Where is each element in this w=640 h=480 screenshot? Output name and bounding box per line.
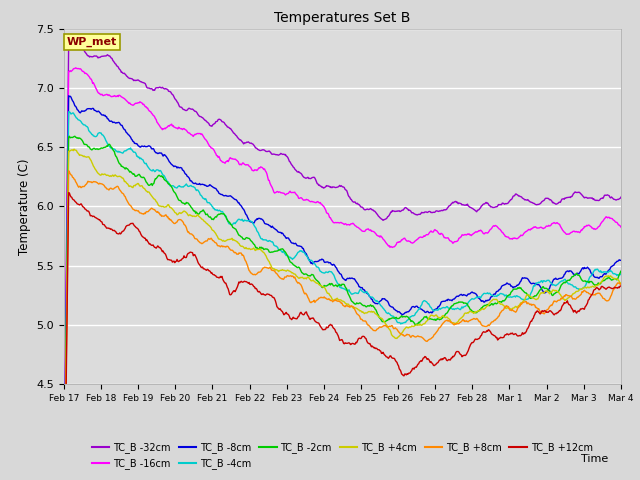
TC_B -16cm — [72, 65, 79, 71]
TC_B -32cm — [74, 42, 82, 48]
TC_B -16cm — [456, 234, 464, 240]
TC_B +12cm — [240, 279, 248, 285]
TC_B +4cm — [240, 244, 248, 250]
TC_B -8cm — [423, 309, 431, 314]
TC_B +12cm — [423, 357, 431, 362]
TC_B -16cm — [423, 232, 431, 238]
TC_B +4cm — [131, 182, 138, 188]
TC_B -32cm — [269, 151, 277, 157]
Line: TC_B -8cm: TC_B -8cm — [64, 96, 640, 480]
Title: Temperatures Set B: Temperatures Set B — [274, 11, 411, 25]
Line: TC_B +4cm: TC_B +4cm — [64, 149, 640, 480]
TC_B -2cm — [292, 263, 300, 269]
Line: TC_B -4cm: TC_B -4cm — [64, 112, 640, 480]
TC_B -8cm — [65, 93, 72, 99]
TC_B -32cm — [240, 141, 248, 147]
Y-axis label: Temperature (C): Temperature (C) — [18, 158, 31, 255]
TC_B -4cm — [131, 149, 138, 155]
TC_B -16cm — [269, 187, 277, 192]
TC_B +8cm — [456, 319, 464, 325]
TC_B +8cm — [269, 268, 277, 274]
TC_B -32cm — [423, 210, 431, 216]
TC_B -32cm — [292, 167, 300, 173]
TC_B -2cm — [456, 299, 464, 305]
TC_B -2cm — [269, 249, 277, 255]
TC_B -8cm — [131, 141, 138, 146]
TC_B -4cm — [240, 218, 248, 224]
TC_B -2cm — [423, 315, 431, 321]
Line: TC_B -32cm: TC_B -32cm — [64, 45, 640, 480]
TC_B -8cm — [292, 240, 300, 246]
TC_B -16cm — [292, 191, 300, 197]
TC_B -8cm — [240, 206, 248, 212]
TC_B -32cm — [131, 77, 138, 83]
TC_B +4cm — [269, 265, 277, 271]
TC_B -32cm — [456, 201, 464, 206]
TC_B -2cm — [240, 236, 248, 242]
Legend: TC_B -32cm, TC_B -16cm, TC_B -8cm, TC_B -4cm, TC_B -2cm, TC_B +4cm, TC_B +8cm, T: TC_B -32cm, TC_B -16cm, TC_B -8cm, TC_B … — [88, 439, 596, 473]
TC_B -4cm — [269, 240, 277, 246]
TC_B -32cm — [60, 477, 68, 480]
TC_B +12cm — [65, 190, 72, 195]
TC_B +4cm — [456, 315, 464, 321]
TC_B +8cm — [423, 338, 431, 344]
TC_B -16cm — [240, 160, 248, 166]
TC_B +8cm — [65, 168, 72, 174]
TC_B +12cm — [292, 316, 300, 322]
TC_B -2cm — [131, 172, 138, 178]
TC_B -8cm — [269, 225, 277, 230]
TC_B -4cm — [292, 253, 300, 259]
TC_B +4cm — [70, 146, 78, 152]
TC_B +12cm — [456, 352, 464, 358]
TC_B +12cm — [269, 295, 277, 300]
TC_B +8cm — [131, 207, 138, 213]
TC_B +8cm — [240, 253, 248, 259]
Line: TC_B +8cm: TC_B +8cm — [64, 171, 640, 480]
TC_B -8cm — [456, 292, 464, 298]
Line: TC_B -2cm: TC_B -2cm — [64, 136, 640, 480]
Text: Time: Time — [580, 454, 608, 464]
TC_B -16cm — [131, 101, 138, 107]
TC_B -4cm — [423, 300, 431, 305]
TC_B -4cm — [65, 109, 72, 115]
Line: TC_B +12cm: TC_B +12cm — [64, 192, 640, 480]
TC_B +8cm — [292, 276, 300, 282]
TC_B +12cm — [131, 223, 138, 229]
TC_B +4cm — [423, 318, 431, 324]
TC_B +4cm — [292, 272, 300, 277]
TC_B -2cm — [65, 133, 73, 139]
Text: WP_met: WP_met — [67, 37, 117, 47]
TC_B -4cm — [456, 307, 464, 312]
Line: TC_B -16cm: TC_B -16cm — [64, 68, 640, 480]
